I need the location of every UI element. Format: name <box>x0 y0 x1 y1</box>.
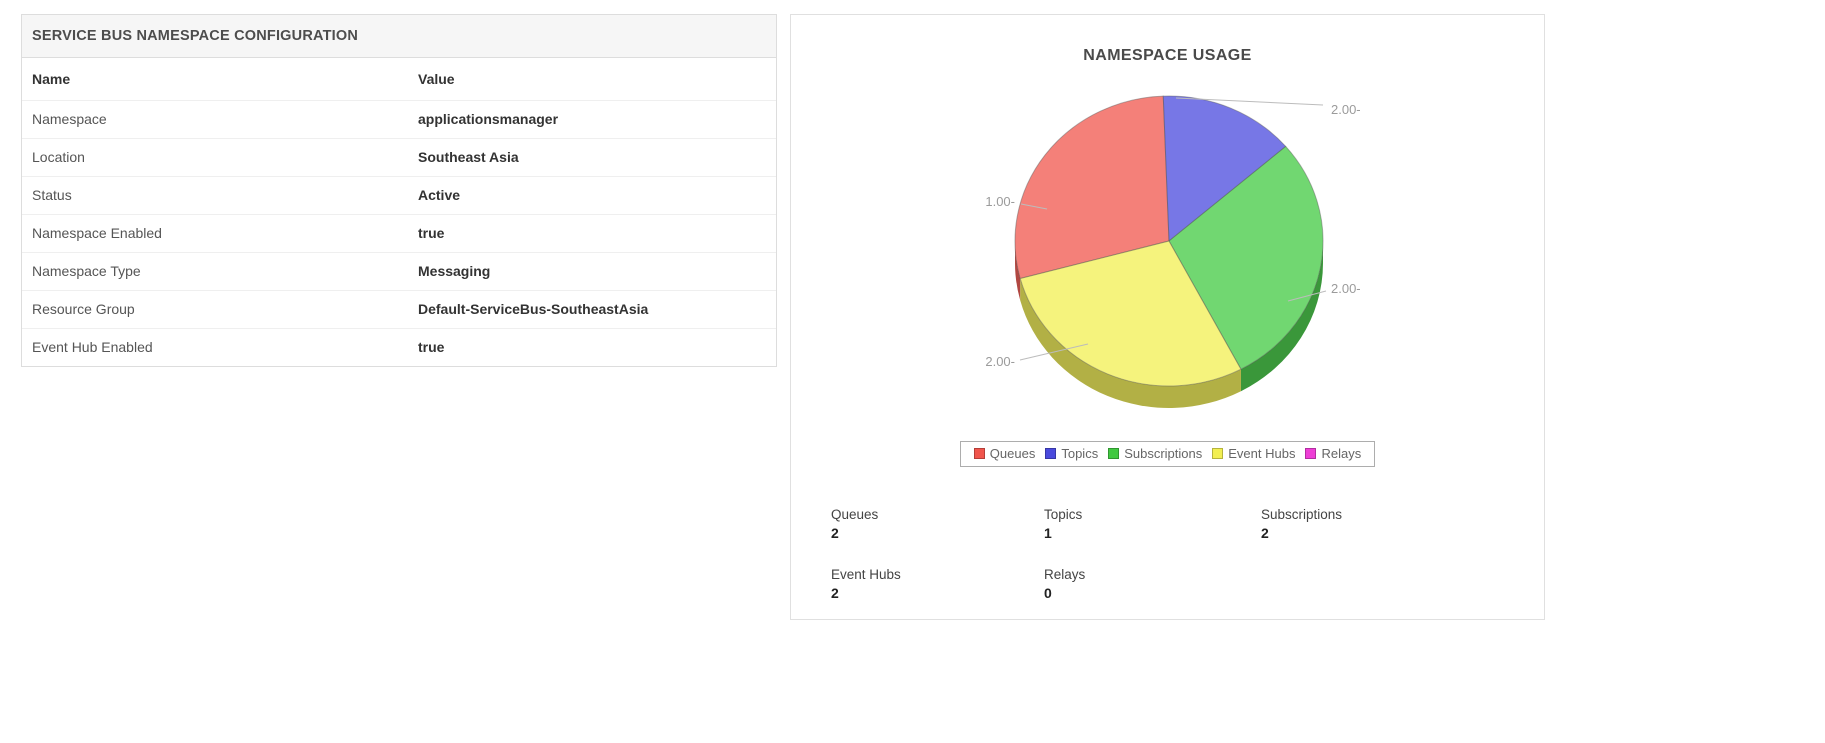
legend-swatch-subscriptions <box>1108 448 1120 459</box>
pie-chart-area: 2.00- 1.00- 2.00- 2.00- <box>791 71 1544 431</box>
tick-label-topics: 1.00- <box>985 194 1015 209</box>
legend-item-subscriptions[interactable]: Subscriptions <box>1108 446 1202 461</box>
stat-value: 1 <box>1044 525 1052 541</box>
config-col-value: Value <box>418 71 455 87</box>
config-row-value: Messaging <box>418 263 491 279</box>
stat-label: Relays <box>1044 567 1086 582</box>
stat-label: Topics <box>1044 507 1083 522</box>
config-table-row: Location Southeast Asia <box>22 139 776 177</box>
legend-label: Event Hubs <box>1228 446 1296 461</box>
config-table-row: Namespace Enabled true <box>22 215 776 253</box>
tick-line-queues <box>1019 343 1089 361</box>
config-table-header-row: Name Value <box>22 58 776 101</box>
pie-slice-side-event-hubs <box>1020 278 1241 408</box>
stat-label: Queues <box>831 507 879 522</box>
legend-label: Queues <box>989 446 1036 461</box>
stat-queues: Queues 2 <box>831 507 1044 541</box>
chart-title: NAMESPACE USAGE <box>1083 47 1252 64</box>
config-table-row: Event Hub Enabled true <box>22 329 776 366</box>
config-row-value: Active <box>418 187 461 203</box>
config-panel-title: SERVICE BUS NAMESPACE CONFIGURATION <box>32 28 359 44</box>
stat-value: 2 <box>831 585 839 601</box>
config-table-row: Status Active <box>22 177 776 215</box>
config-table-row: Namespace Type Messaging <box>22 253 776 291</box>
legend-swatch-topics <box>1045 448 1057 459</box>
config-row-name: Location <box>32 149 85 165</box>
tick-label-queues: 2.00- <box>985 354 1015 369</box>
tick-line-topics <box>1020 203 1048 210</box>
stat-label: Subscriptions <box>1261 507 1343 522</box>
pie-slice-side-queues <box>1015 241 1021 301</box>
legend-label: Relays <box>1321 446 1362 461</box>
service-bus-config-panel: SERVICE BUS NAMESPACE CONFIGURATION Name… <box>21 14 777 367</box>
usage-stats: Queues 2 Topics 1 Subscriptions 2 Event Hubs 2 R… <box>831 507 1491 601</box>
config-row-name: Event Hub Enabled <box>32 339 153 355</box>
stat-label: Event Hubs <box>831 567 901 582</box>
legend-label: Topics <box>1061 446 1099 461</box>
config-row-name: Namespace Type <box>32 263 141 279</box>
chart-legend: Queues Topics Subscriptions Event Hubs Relay… <box>791 441 1544 467</box>
config-table: Name Value Namespace applicationsmanager L… <box>22 58 776 366</box>
legend-swatch-relays <box>1305 448 1317 459</box>
stat-event-hubs: Event Hubs 2 <box>831 567 1044 601</box>
config-col-name: Name <box>32 71 71 87</box>
pie-slice-subscriptions[interactable] <box>1168 145 1324 370</box>
stat-topics: Topics 1 <box>1044 507 1261 541</box>
pie-slice-side-subscriptions <box>1240 241 1323 392</box>
config-row-name: Status <box>32 187 72 203</box>
stat-value: 2 <box>831 525 839 541</box>
chart-legend-box: Queues Topics Subscriptions Event Hubs Relay… <box>959 441 1376 467</box>
namespace-usage-pie-chart: 2.00- 1.00- 2.00- 2.00- <box>985 95 1361 408</box>
config-table-body: Namespace applicationsmanager Location Sout… <box>22 101 776 366</box>
config-row-name: Namespace Enabled <box>32 225 162 241</box>
pie-slice-topics[interactable] <box>1162 95 1287 243</box>
config-row-value: Default-ServiceBus-SoutheastAsia <box>418 301 649 317</box>
tick-label-event-hubs: 2.00- <box>1331 281 1361 296</box>
config-row-value: Southeast Asia <box>418 149 519 165</box>
legend-item-event-hubs[interactable]: Event Hubs <box>1212 446 1295 461</box>
config-row-name: Namespace <box>32 111 107 127</box>
tick-label-subscriptions: 2.00- <box>1331 102 1361 117</box>
tick-line-subscriptions <box>1175 97 1324 106</box>
stat-relays: Relays 0 <box>1044 567 1261 601</box>
namespace-usage-panel: NAMESPACE USAGE 2.00- 1.00- 2.00- 2.00- Que… <box>790 14 1545 620</box>
pie-slice-event-hubs[interactable] <box>1019 240 1242 387</box>
legend-item-queues[interactable]: Queues <box>973 446 1036 461</box>
stat-value: 0 <box>1044 585 1052 601</box>
config-row-value: true <box>418 339 445 355</box>
legend-item-relays[interactable]: Relays <box>1305 446 1361 461</box>
stat-value: 2 <box>1261 525 1269 541</box>
config-row-name: Resource Group <box>32 301 135 317</box>
config-row-value: applicationsmanager <box>418 111 559 127</box>
config-table-row: Resource Group Default-ServiceBus-Southea… <box>22 291 776 329</box>
tick-line-event-hubs <box>1287 290 1327 302</box>
legend-label: Subscriptions <box>1124 446 1203 461</box>
pie-slice-queues[interactable] <box>1014 95 1170 280</box>
config-row-value: true <box>418 225 445 241</box>
legend-swatch-event-hubs <box>1212 448 1224 459</box>
legend-item-topics[interactable]: Topics <box>1045 446 1098 461</box>
config-panel-header: SERVICE BUS NAMESPACE CONFIGURATION <box>22 15 776 58</box>
stat-subscriptions: Subscriptions 2 <box>1261 507 1491 541</box>
legend-swatch-queues <box>973 448 985 459</box>
config-table-row: Namespace applicationsmanager <box>22 101 776 139</box>
